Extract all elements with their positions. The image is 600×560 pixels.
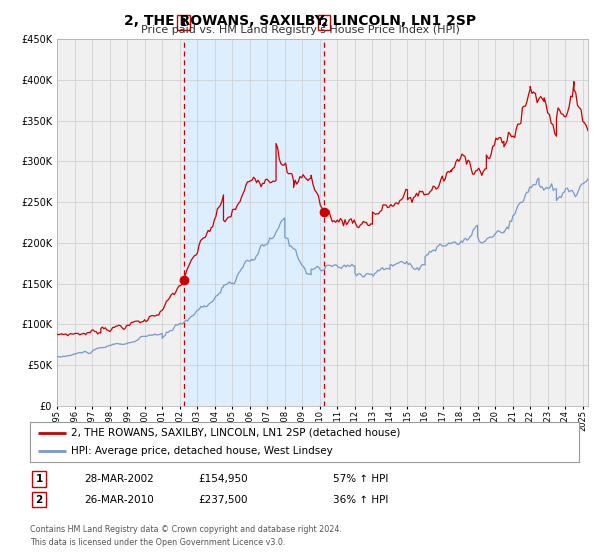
Text: Price paid vs. HM Land Registry's House Price Index (HPI): Price paid vs. HM Land Registry's House … [140, 25, 460, 35]
Text: 36% ↑ HPI: 36% ↑ HPI [333, 494, 388, 505]
Text: This data is licensed under the Open Government Licence v3.0.: This data is licensed under the Open Gov… [30, 538, 286, 547]
Text: 2, THE ROWANS, SAXILBY, LINCOLN, LN1 2SP: 2, THE ROWANS, SAXILBY, LINCOLN, LN1 2SP [124, 14, 476, 28]
Text: 26-MAR-2010: 26-MAR-2010 [84, 494, 154, 505]
Bar [184, 39, 324, 406]
Text: 57% ↑ HPI: 57% ↑ HPI [333, 474, 388, 484]
Text: 2, THE ROWANS, SAXILBY, LINCOLN, LN1 2SP (detached house): 2, THE ROWANS, SAXILBY, LINCOLN, LN1 2SP… [71, 428, 401, 437]
Text: HPI: Average price, detached house, West Lindsey: HPI: Average price, detached house, West… [71, 446, 333, 456]
Text: 2: 2 [320, 18, 328, 27]
Text: 1: 1 [35, 474, 43, 484]
Text: £154,950: £154,950 [198, 474, 248, 484]
Text: Contains HM Land Registry data © Crown copyright and database right 2024.: Contains HM Land Registry data © Crown c… [30, 525, 342, 534]
Text: 28-MAR-2002: 28-MAR-2002 [84, 474, 154, 484]
Text: 1: 1 [180, 18, 187, 27]
Text: £237,500: £237,500 [198, 494, 248, 505]
Text: 2: 2 [35, 494, 43, 505]
